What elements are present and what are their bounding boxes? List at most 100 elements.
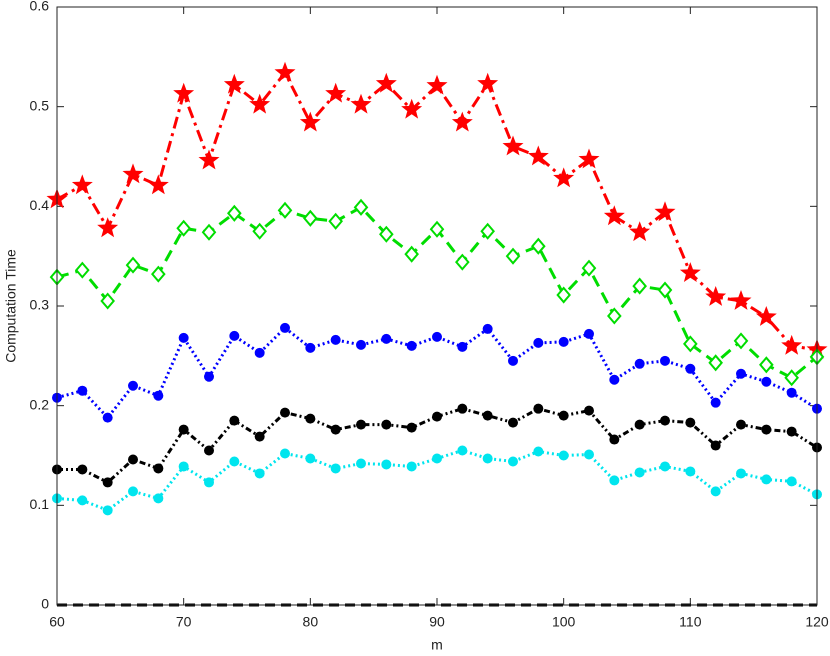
diamond-marker [784, 369, 799, 387]
dot-marker [660, 355, 670, 366]
star-marker [97, 217, 119, 238]
dot-marker [508, 417, 518, 428]
dot-marker [280, 407, 290, 418]
dot-marker [204, 371, 214, 382]
dot-marker [457, 403, 468, 414]
star-marker [147, 174, 169, 195]
diamond-marker [100, 292, 115, 310]
dot-marker [77, 385, 88, 396]
dot-marker [178, 424, 189, 435]
star-marker [71, 174, 93, 195]
dot-marker [77, 495, 88, 506]
star-marker [350, 93, 372, 114]
diamond-marker [303, 209, 318, 227]
y-tick-label: 0.1 [30, 496, 50, 512]
diamond-marker [607, 307, 622, 325]
dot-marker [356, 458, 366, 469]
dot-marker [584, 405, 594, 416]
dot-marker [330, 424, 341, 435]
dot-marker [153, 390, 164, 401]
dot-marker [609, 475, 620, 486]
star-marker [477, 72, 499, 93]
dot-marker [761, 474, 772, 485]
star-marker [502, 135, 524, 156]
x-tick-label: 70 [176, 614, 192, 630]
dot-marker [710, 486, 721, 497]
x-tick-label: 120 [805, 614, 829, 630]
diamond-marker [176, 219, 191, 237]
y-tick-label: 0.3 [30, 297, 50, 313]
dot-marker [305, 413, 316, 424]
dot-marker [229, 415, 240, 426]
star-marker [553, 167, 575, 188]
diamond-marker [505, 247, 521, 265]
star-marker [198, 149, 220, 170]
dot-marker [761, 376, 772, 387]
dot-marker [685, 363, 696, 374]
dot-marker [736, 368, 746, 379]
dot-marker [102, 412, 113, 423]
x-tick-label: 100 [552, 614, 576, 630]
dot-marker [280, 448, 290, 459]
dot-marker [660, 415, 670, 426]
dot-marker [786, 476, 797, 487]
dot-marker [685, 417, 696, 428]
dot-marker [786, 426, 797, 437]
star-marker [426, 74, 448, 95]
star-marker [755, 306, 777, 326]
star-marker [654, 201, 676, 222]
dot-marker [660, 461, 670, 472]
dot-marker [153, 493, 164, 504]
dot-marker [761, 424, 772, 435]
diamond-marker [429, 220, 445, 238]
dot-marker [533, 403, 544, 414]
star-marker [401, 98, 423, 119]
diamond-marker [151, 265, 166, 283]
dot-marker [736, 419, 746, 430]
x-tick-label: 80 [303, 614, 319, 630]
star-marker [249, 93, 271, 114]
diamond-marker [455, 253, 470, 271]
dot-marker [330, 334, 341, 345]
dot-marker [584, 328, 594, 339]
dot-marker [356, 339, 366, 350]
star-marker [299, 111, 321, 132]
dot-marker [305, 342, 316, 353]
dot-marker [381, 419, 392, 430]
diamond-marker [733, 332, 749, 350]
dot-marker [432, 411, 442, 422]
dot-marker [102, 477, 113, 488]
diamond-marker [581, 259, 597, 277]
diamond-marker [708, 354, 723, 372]
diamond-marker [683, 335, 698, 353]
diamond-marker [353, 198, 369, 216]
diamond-marker [379, 225, 394, 243]
dot-marker [229, 330, 240, 341]
dot-marker [128, 486, 138, 497]
dot-marker [254, 347, 265, 358]
dot-marker [457, 341, 468, 352]
x-tick-label: 110 [679, 614, 702, 630]
x-tick-label: 60 [49, 614, 65, 630]
diamond-marker [480, 222, 495, 240]
star-marker [705, 286, 727, 306]
diamond-marker [328, 212, 343, 230]
dot-marker [710, 440, 721, 451]
dot-marker [432, 453, 442, 464]
dot-marker [508, 456, 518, 467]
dot-marker [634, 467, 645, 478]
dot-marker [558, 450, 569, 461]
diamond-marker [125, 256, 141, 274]
dot-marker [685, 466, 696, 477]
dot-marker [533, 337, 544, 348]
x-tick-label: 90 [429, 614, 445, 630]
diamond-marker [759, 356, 774, 374]
star-marker [223, 73, 245, 94]
axes-box [56, 6, 818, 606]
diamond-marker [556, 286, 571, 304]
dot-marker [204, 445, 214, 456]
dot-marker [280, 322, 290, 333]
star-marker [781, 334, 803, 355]
dot-marker [482, 453, 493, 464]
